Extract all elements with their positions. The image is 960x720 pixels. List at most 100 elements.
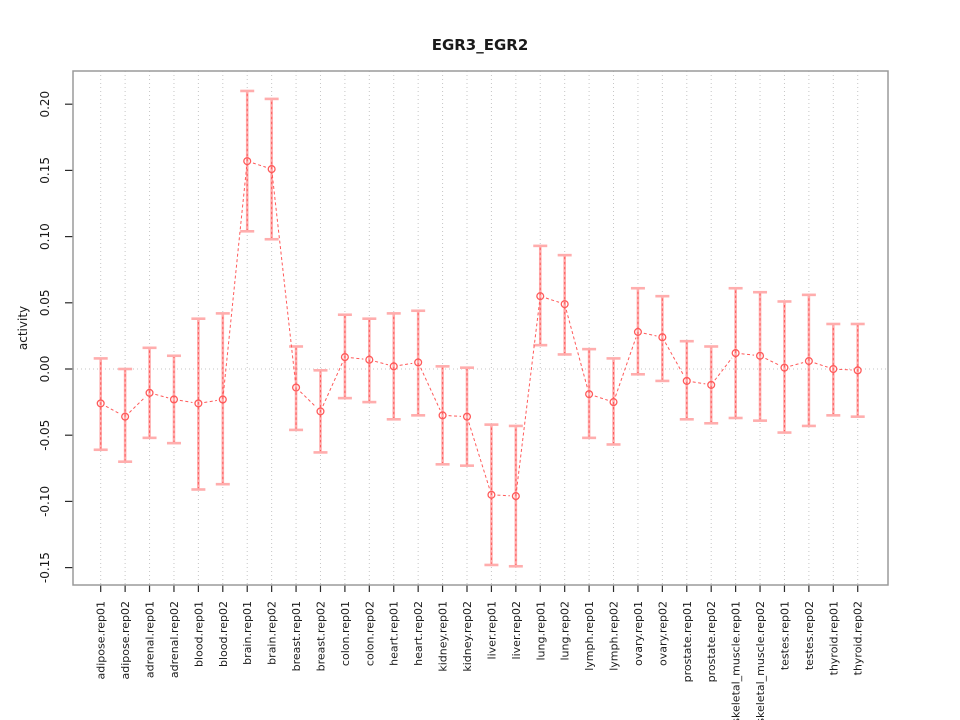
x-tick-label: skeletal_muscle.rep02 bbox=[754, 601, 767, 720]
series-segment bbox=[468, 422, 491, 490]
series-segment bbox=[448, 415, 462, 417]
data-point bbox=[218, 395, 227, 404]
data-point bbox=[731, 349, 740, 358]
x-tick-label: liver.rep02 bbox=[510, 601, 523, 659]
series-segment bbox=[814, 362, 828, 368]
data-point bbox=[438, 411, 447, 420]
x-tick-label: testes.rep02 bbox=[803, 601, 816, 670]
x-tick-label: heart.rep02 bbox=[412, 601, 425, 666]
series-segment bbox=[252, 162, 267, 168]
data-point bbox=[707, 380, 716, 389]
series-segment bbox=[516, 302, 541, 491]
series-segment bbox=[497, 494, 510, 497]
x-tick-label: brain.rep02 bbox=[266, 601, 279, 665]
series-segment bbox=[692, 381, 706, 385]
series-segment bbox=[300, 391, 317, 408]
plot-frame bbox=[72, 70, 889, 586]
data-point bbox=[316, 407, 325, 416]
y-tick-label: -0.15 bbox=[38, 552, 52, 583]
grid-layer bbox=[73, 71, 888, 585]
series-segment bbox=[399, 362, 413, 366]
x-tick-label: breast.rep02 bbox=[314, 601, 327, 671]
x-tick-label: breast.rep01 bbox=[290, 601, 303, 671]
x-tick-label: thyroid.rep02 bbox=[852, 601, 865, 675]
chart-title: EGR3_EGR2 bbox=[432, 36, 529, 54]
data-point bbox=[585, 390, 594, 399]
x-tick-label: testes.rep01 bbox=[778, 601, 791, 670]
x-tick-label: adrenal.rep02 bbox=[168, 601, 181, 678]
x-tick-label: blood.rep02 bbox=[217, 601, 230, 667]
series-segment bbox=[741, 353, 755, 356]
series-segment bbox=[790, 362, 804, 367]
data-point bbox=[365, 355, 374, 364]
series-segment bbox=[664, 342, 685, 376]
data-point bbox=[292, 383, 301, 392]
series-segment bbox=[615, 337, 637, 397]
series-segment bbox=[204, 399, 217, 403]
x-tick-label: blood.rep01 bbox=[192, 601, 205, 667]
data-point bbox=[267, 165, 276, 174]
series-segment bbox=[322, 362, 343, 407]
data-point bbox=[755, 351, 765, 360]
series-segment bbox=[105, 405, 121, 415]
x-tick-label: colon.rep01 bbox=[339, 601, 352, 666]
data-point bbox=[511, 492, 520, 501]
y-tick-label: 0.10 bbox=[38, 223, 52, 250]
series-segment bbox=[765, 357, 780, 366]
data-point bbox=[780, 363, 789, 372]
x-tick-label: colon.rep02 bbox=[363, 601, 376, 666]
x-tick-label: brain.rep01 bbox=[241, 601, 254, 665]
x-tick-label: lymph.rep01 bbox=[583, 601, 596, 671]
x-tick-label: lymph.rep02 bbox=[608, 601, 621, 671]
data-point bbox=[243, 157, 252, 166]
data-point bbox=[853, 366, 862, 375]
data-point bbox=[340, 353, 349, 362]
x-tick-label: lung.rep01 bbox=[534, 601, 547, 661]
x-tick-label: ovary.rep01 bbox=[632, 601, 645, 666]
x-tick-label: adrenal.rep01 bbox=[144, 601, 157, 678]
data-point bbox=[633, 327, 642, 336]
x-tick-label: kidney.rep02 bbox=[461, 601, 474, 672]
y-tick-label: 0.00 bbox=[38, 356, 52, 383]
data-point bbox=[389, 362, 398, 371]
axis-layer: 0.20 0.15 0.10 0.05 0.00 -0.05 -0.10 -0.15 adipo… bbox=[38, 91, 865, 720]
data-layer bbox=[93, 89, 865, 568]
x-tick-label: lung.rep02 bbox=[559, 601, 572, 661]
x-tick-label: prostate.rep01 bbox=[681, 601, 694, 682]
series-segment bbox=[350, 357, 364, 360]
y-tick-label: 0.05 bbox=[38, 289, 52, 316]
series-segment bbox=[179, 399, 193, 403]
data-point bbox=[560, 300, 569, 309]
data-point bbox=[121, 412, 130, 421]
series-segment bbox=[222, 167, 248, 394]
x-tick-label: prostate.rep02 bbox=[705, 601, 718, 682]
x-tick-label: thyroid.rep01 bbox=[827, 601, 840, 675]
data-point bbox=[829, 364, 838, 374]
y-tick-label: -0.05 bbox=[38, 420, 52, 451]
data-point bbox=[194, 399, 203, 408]
series-segment bbox=[420, 367, 441, 411]
y-tick-label: -0.10 bbox=[38, 486, 52, 517]
data-point bbox=[145, 388, 154, 397]
data-point bbox=[96, 399, 105, 408]
y-axis-label: activity bbox=[16, 306, 30, 350]
series-segment bbox=[565, 309, 589, 389]
series-segment bbox=[271, 174, 296, 382]
y-tick-label: 0.20 bbox=[38, 91, 52, 118]
x-tick-label: kidney.rep01 bbox=[437, 601, 450, 672]
series-segment bbox=[839, 368, 852, 371]
series-segment bbox=[545, 297, 560, 303]
data-point bbox=[487, 490, 496, 499]
series-segment bbox=[714, 357, 733, 381]
x-tick-label: adipose.rep01 bbox=[95, 601, 108, 680]
data-point bbox=[414, 358, 423, 367]
x-tick-label: liver.rep01 bbox=[485, 601, 498, 659]
series-segment bbox=[374, 360, 389, 366]
x-tick-label: ovary.rep02 bbox=[656, 601, 669, 666]
x-tick-label: adipose.rep02 bbox=[119, 601, 132, 680]
data-point bbox=[804, 357, 813, 366]
series-segment bbox=[643, 332, 657, 337]
data-point bbox=[169, 395, 179, 404]
